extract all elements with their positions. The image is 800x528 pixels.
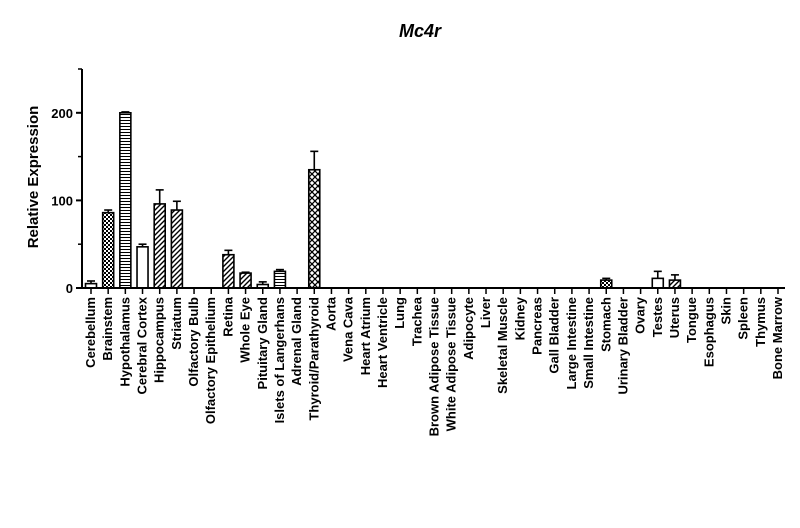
x-tick-label: Skin: [718, 297, 733, 325]
x-tick-label: Brown Adipose Tissue: [427, 297, 442, 436]
x-tick-label: Islets of Langerhans: [272, 297, 287, 423]
bar: [599, 279, 613, 289]
x-tick-label: Brainstem: [100, 297, 115, 361]
x-tick-label: Trachea: [409, 296, 424, 346]
bar: [153, 203, 166, 289]
x-tick-label: Testes: [650, 297, 665, 337]
x-tick-label: Esophagus: [701, 297, 716, 367]
x-tick-label: Bone Marrow: [770, 296, 785, 379]
x-tick-label: Spleen: [736, 297, 751, 340]
x-tick-label: Olfactory Bulb: [186, 297, 201, 387]
x-tick-label: Striatum: [169, 297, 184, 350]
x-tick-label: Ovary: [633, 296, 648, 334]
bar: [101, 211, 115, 289]
y-axis-label: Relative Expression: [25, 106, 42, 249]
x-tick-label: Gall Bladder: [547, 297, 562, 374]
x-tick-label: Pancreas: [530, 297, 545, 355]
error-bars: [87, 111, 679, 285]
bar: [239, 272, 252, 289]
x-tick-label: Olfactory Epithelium: [203, 297, 218, 424]
x-tick-label: Skeletal Muscle: [495, 297, 510, 394]
bar: [273, 270, 287, 289]
bar: [136, 246, 149, 289]
x-tick-label: Pituitary Gland: [255, 297, 270, 390]
y-tick-label: 0: [66, 281, 73, 296]
x-tick-label: Adipocyte: [461, 297, 476, 360]
y-tick-label: 100: [51, 193, 73, 208]
x-tick-label: Liver: [478, 297, 493, 328]
x-tick-label: Kidney: [512, 296, 527, 340]
x-tick-label: Tongue: [684, 297, 699, 343]
bar: [170, 209, 184, 289]
x-tick-label: Hypothalamus: [117, 297, 132, 387]
x-tick-label: Urinary Bladder: [615, 297, 630, 395]
bar: [668, 279, 682, 289]
x-tick-label: Stomach: [598, 297, 613, 352]
x-tick-label: Heart Ventricle: [375, 297, 390, 388]
bar-series: [84, 112, 682, 289]
x-tick-label: Large Intestine: [564, 297, 579, 389]
bar: [119, 112, 132, 289]
x-tick-label: Retina: [220, 296, 235, 337]
x-tick-label: Aorta: [323, 296, 338, 331]
chart-title: Mc4r: [399, 21, 442, 41]
x-tick-label: Hippocampus: [152, 297, 167, 383]
x-tick-label: Heart Atrium: [358, 297, 373, 375]
x-tick-label: Cerebral Cortex: [135, 296, 150, 394]
x-tick-label: Adrenal Gland: [289, 297, 304, 386]
x-tick-label: Uterus: [667, 297, 682, 338]
x-tick-label: Thymus: [753, 297, 768, 347]
x-tick-label: Vena Cava: [341, 296, 356, 362]
bar: [651, 277, 665, 289]
bar: [222, 253, 235, 289]
x-tick-label: Whole Eye: [238, 297, 253, 363]
x-axis-ticks: Cerebellum Brainstem Hypothalamus Cerebral …: [83, 288, 785, 436]
x-tick-label: Lung: [392, 297, 407, 329]
x-tick-label: Small Intestine: [581, 297, 596, 389]
x-tick-label: Thyroid/Parathyroid: [306, 297, 321, 421]
y-axis-ticks: 0 100 200: [51, 68, 82, 296]
bar: [307, 168, 321, 289]
x-tick-label: White Adipose Tissue: [444, 297, 459, 431]
y-tick-label: 200: [51, 106, 73, 121]
x-tick-label: Cerebellum: [83, 297, 98, 368]
